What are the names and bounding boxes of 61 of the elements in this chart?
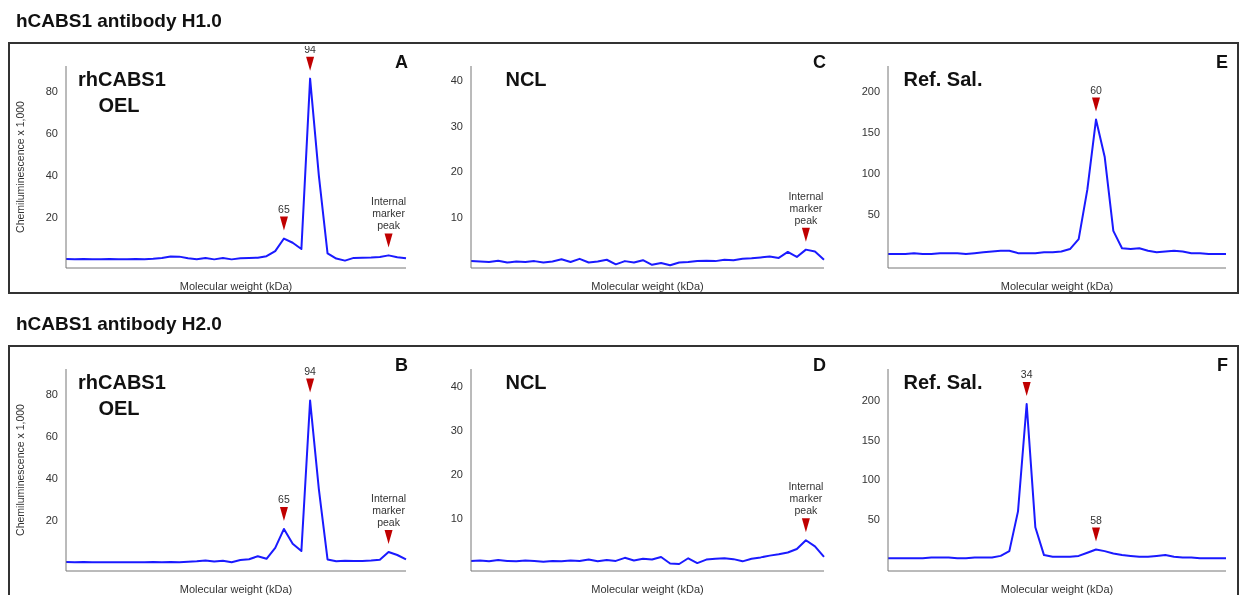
annotation: Internal marker peak	[788, 189, 824, 226]
line-series	[887, 118, 1227, 255]
x-axis-title: Molecular weight (kDa)	[179, 280, 293, 292]
chart-title: NCL	[504, 67, 548, 92]
annotation: D	[813, 355, 826, 376]
annotation: 58	[1090, 513, 1102, 526]
y-tick-label: 100	[861, 473, 880, 486]
annotation: C	[813, 52, 826, 73]
text: hCABS1 antibody H1.0	[16, 10, 222, 32]
y-tick-label: 20	[450, 468, 463, 481]
annotation: A	[395, 52, 408, 73]
text: rhCABS1 OEL	[78, 67, 166, 118]
text: hCABS1 antibody H2.0	[16, 313, 222, 335]
y-tick-label: 10	[450, 211, 463, 224]
x-axis-title: Molecular weight (kDa)	[591, 583, 704, 595]
line-series	[887, 402, 1227, 560]
y-tick-label: 50	[867, 513, 880, 526]
y-tick-label: 40	[45, 472, 58, 485]
y-tick-label: 10	[450, 512, 463, 525]
y-tick-label: 30	[450, 424, 463, 437]
chart-title: Ref. Sal.	[902, 67, 984, 92]
y-tick-label: 40	[450, 73, 463, 86]
y-tick-label: 20	[45, 514, 58, 527]
y-tick-label: 150	[861, 125, 880, 138]
y-tick-label: 200	[861, 84, 880, 97]
annotation: Internal marker peak	[788, 480, 824, 517]
annotation: 60	[1090, 83, 1102, 96]
x-axis-title: Molecular weight (kDa)	[591, 280, 704, 292]
y-axis-title: Chemiluminescence x 1,000	[13, 403, 26, 536]
annotation: 34	[1020, 367, 1033, 380]
annotation: B	[395, 355, 408, 376]
y-tick-label: 40	[450, 380, 463, 393]
annotation: Internal marker peak	[371, 195, 407, 232]
y-tick-label: 150	[861, 433, 880, 446]
y-tick-label: 40	[45, 169, 58, 182]
x-axis-title: Molecular weight (kDa)	[1000, 280, 1114, 292]
y-axis-title: Chemiluminescence x 1,000	[13, 100, 26, 233]
y-tick-label: 50	[867, 208, 880, 221]
x-axis-title: Molecular weight (kDa)	[1000, 583, 1114, 595]
y-tick-label: 60	[45, 127, 58, 140]
annotation: 65	[278, 202, 290, 215]
y-tick-label: 60	[45, 430, 58, 443]
line-series	[470, 539, 825, 565]
x-axis-title: Molecular weight (kDa)	[179, 583, 293, 595]
y-tick-label: 200	[861, 393, 880, 406]
line-series	[65, 399, 407, 564]
chart-title: Ref. Sal.	[902, 370, 984, 395]
annotation: 94	[304, 42, 317, 55]
y-tick-label: 30	[450, 119, 463, 132]
y-tick-label: 80	[45, 388, 58, 401]
annotation: Internal marker peak	[371, 492, 407, 529]
y-tick-label: 100	[861, 167, 880, 180]
y-tick-label: 20	[45, 211, 58, 224]
y-tick-label: 80	[45, 85, 58, 98]
annotation: 65	[278, 492, 290, 505]
annotation: F	[1217, 355, 1228, 376]
annotation: E	[1215, 52, 1228, 73]
annotation: 94	[304, 364, 317, 377]
y-tick-label: 20	[450, 165, 463, 178]
chart-title: NCL	[504, 370, 548, 395]
text: rhCABS1 OEL	[78, 370, 166, 421]
